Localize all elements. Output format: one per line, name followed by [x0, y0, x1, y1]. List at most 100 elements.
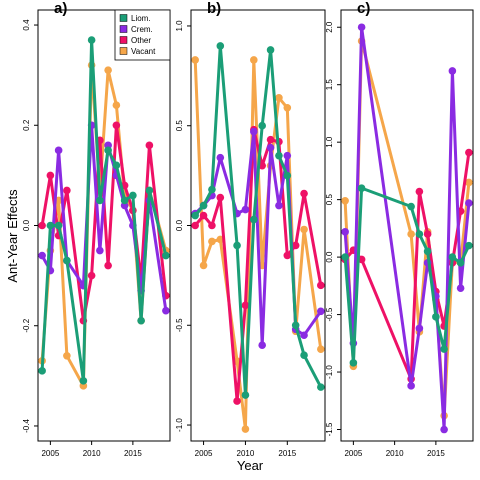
- data-point-other: [87, 271, 96, 280]
- legend: Liom. Crem. Other Vacant: [114, 9, 171, 61]
- data-point-liom: [46, 221, 55, 230]
- x-tick-label: 2010: [83, 449, 101, 458]
- x-tick-label: 2005: [195, 449, 213, 458]
- data-point-crem: [275, 201, 283, 210]
- data-point-liom: [129, 191, 137, 200]
- data-point-liom: [341, 253, 349, 261]
- data-point-crem: [300, 331, 308, 340]
- data-point-liom: [300, 351, 308, 359]
- data-point-vacant: [317, 345, 325, 354]
- data-point-other: [46, 171, 55, 180]
- legend-swatch: [119, 47, 128, 55]
- data-point-other: [423, 230, 432, 238]
- data-point-liom: [208, 185, 216, 194]
- y-tick-label: -1.0: [175, 418, 184, 432]
- data-point-other: [199, 211, 208, 220]
- data-point-vacant: [208, 237, 216, 246]
- data-point-crem: [162, 306, 170, 315]
- x-tick-label: 2010: [386, 449, 404, 458]
- series-line-liom: [193, 44, 323, 397]
- data-point-crem: [357, 23, 366, 32]
- x-tick-label: 2015: [278, 449, 296, 458]
- data-point-crem: [465, 199, 473, 207]
- panel-a: 2005 2010 2015 -0.4 -0.2 0.0 0.2 0.4 a): [22, 0, 171, 458]
- data-point-other: [291, 241, 300, 250]
- y-tick-label: -1.5: [325, 422, 334, 436]
- y-tick-label: 0.5: [175, 120, 184, 132]
- x-tick-label: 2015: [427, 449, 445, 458]
- x-axis-title: Year: [237, 458, 264, 473]
- data-point-other: [233, 397, 241, 405]
- data-point-liom: [407, 202, 415, 211]
- data-point-liom: [137, 316, 145, 325]
- y-tick-label: -0.5: [175, 318, 184, 332]
- panel-label: a): [54, 0, 67, 17]
- data-point-crem: [407, 382, 415, 390]
- data-point-vacant: [241, 425, 250, 433]
- data-point-vacant: [465, 178, 473, 187]
- data-point-other: [465, 148, 473, 157]
- data-point-other: [415, 187, 424, 196]
- y-tick-label: 1.0: [175, 20, 184, 32]
- data-point-liom: [266, 46, 275, 54]
- data-point-other: [112, 121, 121, 130]
- data-point-other: [317, 281, 325, 290]
- y-tick-label: 0.0: [175, 219, 184, 231]
- data-point-crem: [440, 425, 448, 434]
- y-tick-label: -1.0: [325, 365, 334, 379]
- data-point-vacant: [112, 101, 121, 110]
- data-point-liom: [216, 42, 225, 50]
- data-point-crem: [341, 228, 349, 236]
- y-tick-label: 1.0: [325, 136, 334, 148]
- y-tick-label: 0.0: [325, 251, 334, 263]
- data-point-other: [266, 135, 275, 144]
- legend-label: Other: [131, 36, 151, 45]
- data-point-other: [283, 251, 292, 260]
- data-point-liom: [423, 247, 432, 256]
- data-point-liom: [112, 161, 121, 170]
- panel-c: 2005 2010 2015 -1.5 -1.0 -0.5 0.0 0.5 1.0 1.5 2.0 c…: [325, 0, 474, 458]
- data-point-other: [216, 193, 225, 202]
- data-point-vacant: [199, 261, 208, 270]
- data-point-liom: [349, 359, 358, 367]
- data-point-liom: [38, 367, 46, 375]
- data-point-liom: [250, 215, 258, 224]
- panels-layer: 2005 2010 2015-0.4-0.20.00.20.4a)2005 2010 2…: [22, 0, 474, 458]
- data-point-liom: [162, 251, 170, 260]
- data-point-vacant: [63, 352, 71, 360]
- data-point-liom: [456, 259, 465, 267]
- data-point-other: [63, 186, 71, 195]
- x-tick-label: 2005: [344, 449, 362, 458]
- data-point-crem: [448, 67, 457, 75]
- x-tick-label: 2015: [124, 449, 142, 458]
- data-point-crem: [258, 341, 266, 350]
- data-point-vacant: [283, 103, 292, 112]
- plot-frame: [340, 9, 474, 442]
- data-point-liom: [96, 196, 104, 205]
- data-point-crem: [38, 251, 46, 260]
- data-point-liom: [448, 253, 457, 261]
- data-point-liom: [357, 184, 366, 192]
- data-point-other: [38, 221, 46, 230]
- data-point-crem: [54, 146, 63, 155]
- legend-swatch: [119, 14, 128, 22]
- data-point-liom: [145, 186, 154, 195]
- data-point-other: [208, 221, 216, 230]
- data-point-crem: [283, 151, 292, 160]
- data-point-liom: [63, 256, 71, 265]
- y-tick-label: 0.0: [22, 219, 31, 231]
- legend-swatch: [119, 25, 128, 33]
- data-point-liom: [233, 241, 241, 250]
- legend-label: Vacant: [131, 47, 156, 56]
- panel-b: 2005 2010 2015 -1.0 -0.5 0.0 0.5 1.0 b): [175, 0, 326, 458]
- panel-label: c): [357, 0, 370, 17]
- data-point-liom: [317, 383, 325, 391]
- data-point-other: [145, 141, 154, 150]
- x-tick-label: 2010: [237, 449, 255, 458]
- y-tick-label: 0.4: [22, 19, 31, 31]
- data-point-liom: [440, 345, 448, 353]
- data-point-liom: [258, 121, 266, 130]
- data-point-vacant: [300, 225, 308, 234]
- data-point-liom: [415, 230, 424, 238]
